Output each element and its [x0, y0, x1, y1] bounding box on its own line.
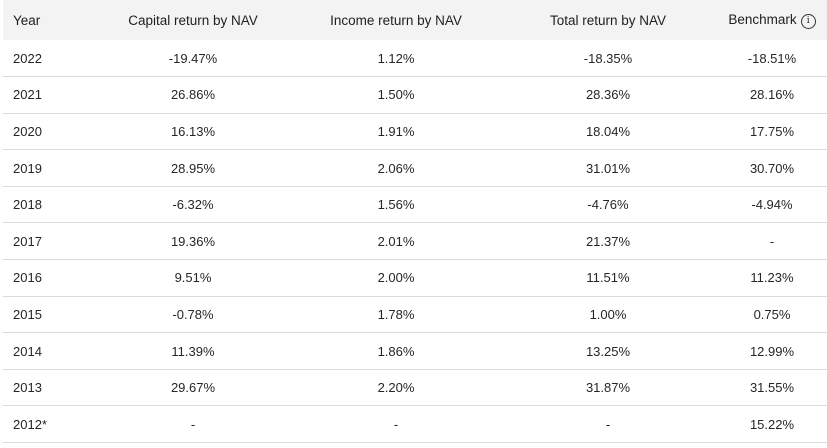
performance-table-container: Year Capital return by NAV Income return…: [3, 0, 827, 444]
cell-total-return: -4.76%: [587, 197, 629, 213]
table-body: 2022 -19.47% 1.12% -18.35% -18.51% 2021 26.86%…: [3, 40, 827, 443]
cell-total-return: -18.35%: [583, 50, 633, 66]
header-capital-return: Capital return by NAV: [128, 12, 258, 28]
cell-year: 2013: [13, 380, 42, 396]
annual-returns-table: Year Capital return by NAV Income return…: [3, 0, 827, 443]
header-income-return: Income return by NAV: [330, 12, 462, 28]
cell-capital-return: -6.32%: [172, 197, 214, 213]
table-row: 2015 -0.78% 1.78% 1.00% 0.75%: [3, 296, 827, 333]
cell-year: 2019: [13, 160, 42, 176]
cell-total-return: 18.04%: [585, 123, 631, 139]
cell-total-return: 28.36%: [585, 87, 631, 103]
cell-capital-return: 29.67%: [170, 380, 216, 396]
info-circle-icon[interactable]: i: [800, 13, 816, 29]
cell-income-return: 2.20%: [377, 380, 415, 396]
table-row: 2019 28.95% 2.06% 31.01% 30.70%: [3, 150, 827, 187]
table-row: 2021 26.86% 1.50% 28.36% 28.16%: [3, 77, 827, 114]
header-row: Year Capital return by NAV Income return…: [3, 0, 827, 40]
header-benchmark: Benchmark: [728, 11, 797, 27]
cell-benchmark: 30.70%: [749, 160, 795, 176]
table-row: 2018 -6.32% 1.56% -4.76% -4.94%: [3, 186, 827, 223]
cell-capital-return: -: [190, 416, 196, 432]
cell-income-return: 2.01%: [377, 233, 415, 249]
cell-benchmark: 0.75%: [753, 306, 791, 322]
table-row: 2013 29.67% 2.20% 31.87% 31.55%: [3, 369, 827, 406]
cell-benchmark: -18.51%: [747, 50, 797, 66]
cell-year: 2012*: [13, 416, 47, 432]
cell-benchmark: 15.22%: [749, 416, 795, 432]
cell-capital-return: 28.95%: [170, 160, 216, 176]
cell-year: 2015: [13, 306, 42, 322]
cell-total-return: 31.01%: [585, 160, 631, 176]
table-row: 2014 11.39% 1.86% 13.25% 12.99%: [3, 333, 827, 370]
cell-year: 2016: [13, 270, 42, 286]
cell-year: 2022: [13, 50, 42, 66]
cell-total-return: 13.25%: [585, 343, 631, 359]
cell-total-return: 21.37%: [585, 233, 631, 249]
table-row: 2016 9.51% 2.00% 11.51% 11.23%: [3, 260, 827, 297]
cell-income-return: 1.86%: [377, 343, 415, 359]
cell-total-return: 31.87%: [585, 380, 631, 396]
cell-benchmark: 17.75%: [749, 123, 795, 139]
cell-benchmark: 12.99%: [749, 343, 795, 359]
table-row: 2017 19.36% 2.01% 21.37% -: [3, 223, 827, 260]
cell-income-return: -: [393, 416, 399, 432]
cell-benchmark: -: [769, 233, 775, 249]
cell-income-return: 1.50%: [377, 87, 415, 103]
cell-capital-return: -19.47%: [168, 50, 218, 66]
cell-capital-return: 19.36%: [170, 233, 216, 249]
cell-income-return: 2.06%: [377, 160, 415, 176]
table-row: 2020 16.13% 1.91% 18.04% 17.75%: [3, 113, 827, 150]
cell-capital-return: 16.13%: [170, 123, 216, 139]
cell-income-return: 1.78%: [377, 306, 415, 322]
cell-capital-return: 11.39%: [171, 343, 215, 359]
cell-year: 2020: [13, 123, 42, 139]
cell-year: 2017: [13, 233, 42, 249]
cell-year: 2014: [13, 343, 42, 359]
cell-total-return: 1.00%: [589, 306, 627, 322]
header-total-return: Total return by NAV: [549, 12, 667, 28]
cell-year: 2018: [13, 197, 42, 213]
cell-benchmark: -4.94%: [751, 197, 793, 213]
header-benchmark-cell: Benchmark i: [686, 0, 827, 40]
cell-income-return: 1.12%: [377, 50, 415, 66]
cell-year: 2021: [13, 87, 42, 103]
cell-total-return: -: [605, 416, 611, 432]
cell-income-return: 1.56%: [377, 197, 415, 213]
cell-total-return: 11.51%: [586, 270, 630, 286]
header-year: Year: [13, 12, 41, 28]
cell-income-return: 1.91%: [377, 123, 415, 139]
cell-benchmark: 28.16%: [749, 87, 795, 103]
table-header: Year Capital return by NAV Income return…: [3, 0, 827, 40]
cell-income-return: 2.00%: [377, 270, 415, 286]
cell-benchmark: 11.23%: [750, 270, 794, 286]
table-row: 2012* - - - 15.22%: [3, 406, 827, 443]
cell-capital-return: 9.51%: [174, 270, 212, 286]
cell-capital-return: 26.86%: [170, 87, 216, 103]
cell-capital-return: -0.78%: [172, 306, 214, 322]
table-row: 2022 -19.47% 1.12% -18.35% -18.51%: [3, 40, 827, 77]
cell-benchmark: 31.55%: [749, 380, 795, 396]
